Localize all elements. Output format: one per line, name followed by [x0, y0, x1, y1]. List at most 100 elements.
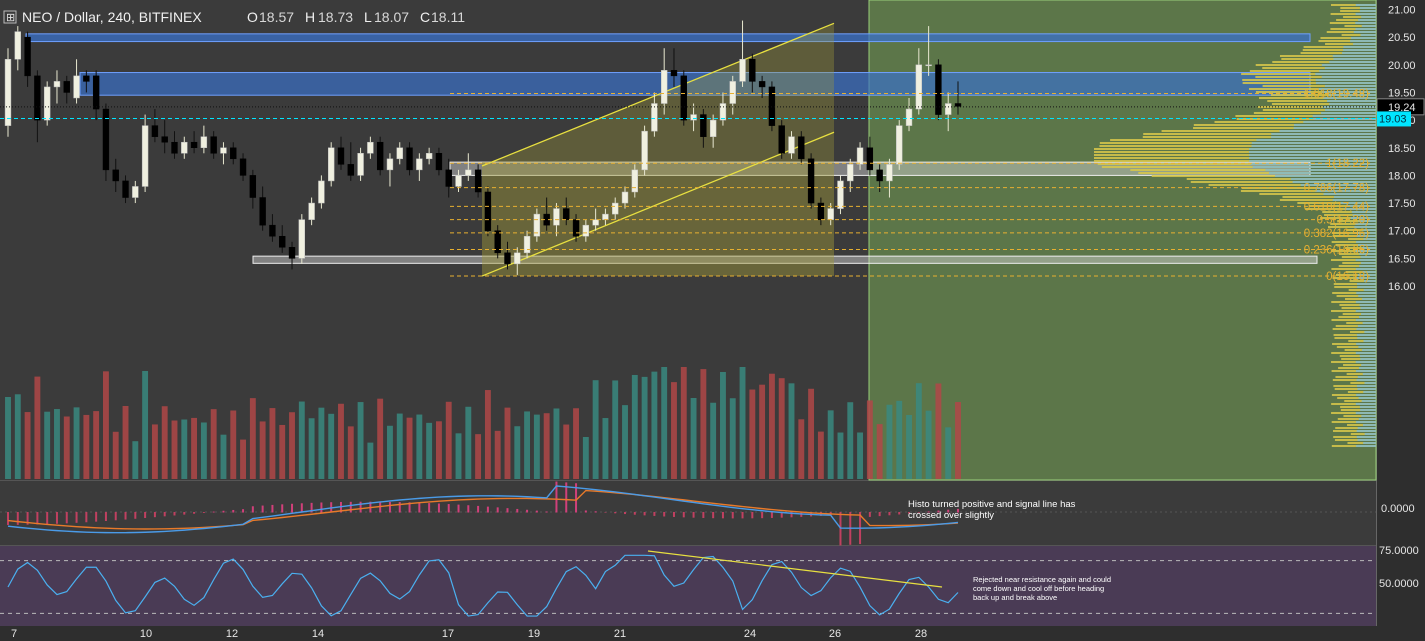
volume-profile-bar: [1331, 421, 1376, 423]
volume-profile-bar: [1331, 241, 1376, 243]
macd-histogram-bar: [104, 512, 107, 522]
macd-histogram-bar: [95, 512, 98, 522]
candle-body: [181, 141, 188, 154]
time-axis-label: 12: [226, 628, 238, 640]
volume-profile-bar: [1143, 133, 1376, 135]
volume-profile-bar: [1330, 223, 1376, 225]
volume-profile-bar: [1332, 277, 1376, 279]
volume-profile-bar: [1110, 139, 1376, 141]
volume-profile-bar: [1186, 178, 1376, 180]
macd-histogram-bar: [790, 512, 793, 518]
volume-bar: [367, 442, 374, 479]
volume-profile-bar: [1333, 283, 1376, 285]
candle-body: [807, 158, 815, 204]
macd-histogram-bar: [212, 511, 215, 513]
volume-bar: [347, 426, 354, 479]
volume-profile-bar: [1355, 301, 1376, 303]
settings-icon[interactable]: [3, 10, 17, 24]
time-axis-label: 21: [614, 628, 626, 640]
candle-body: [514, 252, 521, 265]
volume-profile-bar: [1361, 25, 1376, 27]
volume-profile-bar: [1343, 49, 1376, 51]
volume-profile-bar: [1251, 145, 1376, 147]
volume-profile-bar: [1151, 175, 1376, 177]
volume-profile-bar: [1313, 118, 1376, 120]
candle-body: [357, 153, 364, 176]
candle-body: [141, 125, 149, 187]
volume-profile-bar: [1331, 352, 1376, 354]
candle-body: [318, 180, 325, 204]
volume-profile-bar: [1356, 385, 1376, 387]
volume-profile-bar: [1355, 403, 1376, 405]
time-axis-label: 7: [11, 628, 17, 640]
volume-bar: [34, 376, 41, 479]
volume-profile-bar: [1337, 220, 1376, 222]
candle-body: [504, 252, 511, 265]
candle-body: [220, 147, 227, 154]
candle-body: [288, 247, 296, 259]
volume-profile-bar: [1322, 211, 1376, 213]
volume-profile-bar: [1362, 322, 1376, 324]
macd-histogram-bar: [65, 512, 68, 524]
volume-profile-bar: [1336, 19, 1376, 21]
volume-profile-bar: [1354, 226, 1376, 228]
volume-profile-bar: [1321, 64, 1376, 66]
volume-profile-bar: [1305, 208, 1376, 210]
macd-histogram-bar: [761, 512, 764, 519]
volume-profile-bar: [1255, 76, 1376, 78]
macd-histogram-bar: [163, 512, 166, 517]
volume-profile-bar: [1323, 97, 1376, 99]
volume-profile-bar: [1332, 199, 1376, 201]
volume-profile-bar: [1330, 4, 1376, 6]
volume-profile-bar: [1321, 91, 1376, 93]
candle-body: [592, 219, 599, 226]
macd-histogram-bar: [672, 512, 675, 517]
candle-body: [905, 108, 913, 126]
candle-body: [876, 169, 883, 182]
price-axis-label: 20.00: [1388, 60, 1416, 72]
volume-profile-bar: [1249, 148, 1376, 150]
candle-body: [798, 136, 805, 160]
volume-profile-bar: [1275, 175, 1376, 177]
macd-zero-label: 0.0000: [1381, 503, 1415, 515]
volume-bar: [259, 421, 266, 479]
macd-histogram-bar: [584, 510, 587, 513]
volume-profile-bar: [1255, 91, 1376, 93]
volume-bar: [54, 409, 60, 479]
volume-bar: [445, 401, 452, 479]
volume-profile-bar: [1334, 388, 1376, 390]
candle-body: [406, 147, 413, 171]
macd-histogram-bar: [85, 512, 88, 523]
volume-profile-bar: [1363, 238, 1376, 240]
candle-body: [445, 169, 452, 187]
volume-profile-bar: [1356, 277, 1376, 279]
macd-histogram-bar: [663, 512, 666, 517]
volume-profile-bar: [1343, 415, 1376, 417]
volume-profile-bar: [1293, 127, 1376, 129]
macd-histogram-bar: [780, 512, 783, 518]
candle-body: [523, 235, 531, 254]
volume-profile-bar: [1356, 334, 1376, 336]
volume-bar: [191, 417, 198, 479]
macd-histogram-bar: [457, 504, 460, 513]
volume-profile-bar: [1361, 364, 1376, 366]
candle-body: [749, 59, 756, 82]
macd-histogram-bar: [898, 512, 901, 515]
candle-body: [386, 158, 394, 171]
volume-profile-bar: [1362, 298, 1376, 300]
volume-profile-bar: [1341, 307, 1376, 309]
macd-histogram-bar: [643, 512, 646, 516]
volume-profile-bar: [1271, 136, 1376, 138]
volume-bar: [406, 417, 413, 479]
volume-profile-bar: [1356, 430, 1376, 432]
volume-bar: [24, 412, 31, 479]
candle-body: [856, 147, 864, 165]
fib-label: 0.5(17.20): [1317, 215, 1370, 227]
volume-profile-bar: [1346, 373, 1376, 375]
macd-histogram-bar: [153, 512, 156, 518]
volume-profile-bar: [1340, 10, 1376, 12]
rsi-line: [7, 554, 959, 617]
macd-histogram-bar: [575, 483, 578, 513]
ohlc-low-value: 18.07: [374, 9, 409, 25]
